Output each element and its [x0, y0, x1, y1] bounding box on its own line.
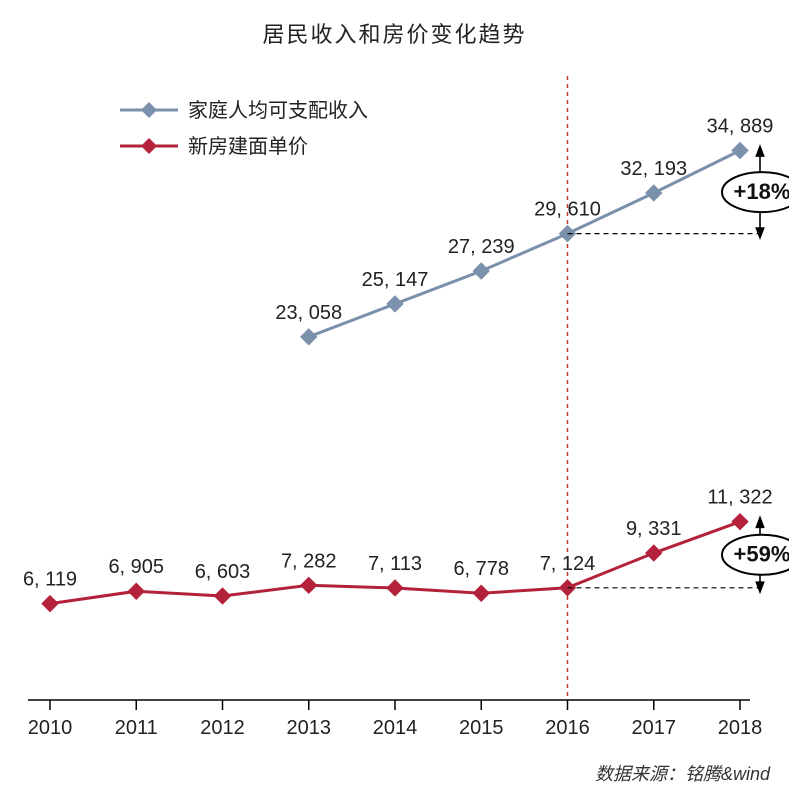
- data-label-price: 6, 119: [23, 569, 77, 591]
- data-label-income: 32, 193: [620, 158, 687, 180]
- legend-label: 新房建面单价: [188, 135, 308, 158]
- x-axis-label: 2013: [287, 717, 332, 739]
- data-label-income: 29, 610: [534, 199, 601, 221]
- chart-container: 居民收入和房价变化趋势 2010 2011 2012 2013 2014 2015 2016 2…: [0, 0, 789, 794]
- chart-svg: 居民收入和房价变化趋势 2010 2011 2012 2013 2014 2015 2016 2…: [0, 0, 789, 794]
- data-label-price: 7, 113: [368, 553, 422, 575]
- data-label-price: 6, 603: [195, 561, 251, 583]
- x-axis-label: 2014: [373, 717, 418, 739]
- data-source: 数据来源：铭腾&wind: [595, 764, 771, 784]
- data-label-price: 6, 778: [453, 558, 509, 580]
- data-label-price: 9, 331: [626, 518, 682, 540]
- data-label-price: 11, 322: [707, 487, 772, 509]
- legend-label: 家庭人均可支配收入: [188, 99, 368, 122]
- data-label-income: 23, 058: [275, 302, 342, 324]
- callout-text: +18%: [734, 179, 789, 204]
- x-axis-label: 2015: [459, 717, 504, 739]
- data-label-price: 7, 282: [281, 550, 337, 572]
- data-label-income: 34, 889: [707, 115, 774, 137]
- data-label-price: 6, 905: [108, 556, 164, 578]
- x-axis-label: 2012: [200, 717, 245, 739]
- callout-text: +59%: [734, 542, 789, 567]
- x-axis-label: 2017: [632, 717, 677, 739]
- data-label-income: 27, 239: [448, 236, 515, 258]
- x-axis-label: 2018: [718, 717, 763, 739]
- data-label-income: 25, 147: [362, 269, 429, 291]
- x-axis-label: 2010: [28, 717, 73, 739]
- x-axis-label: 2011: [115, 717, 158, 739]
- chart-title: 居民收入和房价变化趋势: [262, 22, 526, 47]
- data-label-price: 7, 124: [540, 553, 596, 575]
- x-axis-label: 2016: [545, 717, 590, 739]
